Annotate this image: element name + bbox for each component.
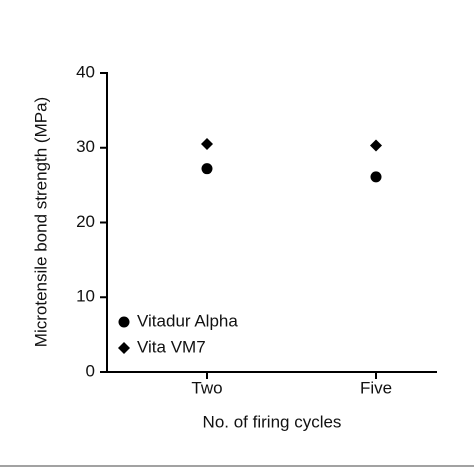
y-tick-label: 20 xyxy=(76,212,95,231)
legend-label: Vita VM7 xyxy=(137,337,206,356)
legend-label: Vitadur Alpha xyxy=(137,311,238,330)
legend-marker xyxy=(118,316,130,328)
y-tick-label: 10 xyxy=(76,287,95,306)
y-tick-label: 30 xyxy=(76,137,95,156)
y-axis-title: Microtensile bond strength (MPa) xyxy=(31,97,50,347)
legend-marker xyxy=(118,342,130,354)
y-tick-label: 40 xyxy=(76,62,95,81)
x-tick-label: Five xyxy=(360,378,392,397)
x-axis-title: No. of firing cycles xyxy=(203,412,342,431)
y-tick-label: 0 xyxy=(86,361,95,380)
data-point xyxy=(370,139,382,152)
data-point xyxy=(201,163,213,175)
data-point xyxy=(370,171,382,183)
data-point xyxy=(201,138,213,151)
x-tick-label: Two xyxy=(191,378,222,397)
